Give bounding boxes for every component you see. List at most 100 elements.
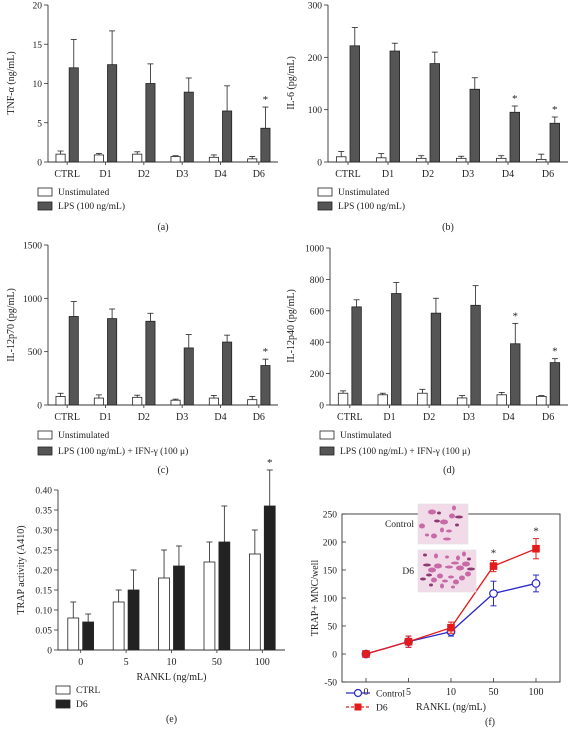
legend-swatch [37, 430, 53, 440]
y-tick-label: -50 [324, 679, 337, 689]
x-tick-label: D1 [99, 412, 111, 423]
legend-swatch [319, 446, 335, 456]
y-tick-label: 150 [323, 567, 338, 577]
legend-label: D6 [376, 704, 388, 714]
legend-marker [353, 688, 363, 698]
data-point [489, 562, 498, 570]
x-tick-label: D6 [253, 412, 265, 423]
bar [145, 83, 156, 163]
cell-blob [445, 565, 453, 569]
legend-label: LPS (100 ng/mL) + IFN-γ (100 μ) [58, 446, 188, 457]
panel-label: (e) [166, 714, 177, 725]
bar [55, 396, 66, 406]
panel-label: (f) [485, 717, 495, 728]
y-tick-label: 0.05 [35, 627, 52, 637]
bar [247, 399, 258, 406]
bar [337, 392, 349, 406]
x-tick-label: CTRL [335, 169, 361, 180]
y-axis-label: TNF-α (ng/mL) [6, 51, 17, 114]
x-tick-label: D2 [423, 412, 435, 423]
bar [469, 88, 481, 163]
cell-blob [446, 529, 452, 533]
cell-blob [453, 579, 459, 585]
x-tick-label: D1 [383, 412, 395, 423]
y-tick-label: 0.40 [35, 487, 52, 497]
cell-blob [434, 519, 440, 523]
y-tick-label: 800 [310, 276, 325, 286]
panel-label: (c) [157, 465, 168, 476]
cell-blob [429, 583, 433, 587]
bar [222, 341, 233, 406]
data-point [362, 650, 370, 658]
y-axis-label: IL-6 (pg/mL) [286, 56, 297, 110]
bar [456, 397, 468, 406]
bar [208, 397, 219, 406]
y-tick-label: 0.15 [35, 587, 52, 597]
y-tick-label: 0 [37, 159, 42, 169]
bar [145, 320, 156, 406]
data-point [531, 579, 541, 588]
x-tick-label: D4 [502, 169, 514, 180]
bar [536, 395, 547, 406]
bar [247, 158, 258, 163]
legend-swatch [317, 187, 333, 197]
bar [549, 362, 561, 406]
y-tick-label: 0.35 [35, 507, 52, 517]
cell-blob [426, 573, 432, 577]
cell-blob [465, 571, 471, 577]
y-tick-label: 0 [319, 402, 324, 412]
legend-swatch [37, 187, 53, 197]
bar [127, 589, 140, 651]
x-tick-label: 100 [529, 687, 544, 698]
bar [536, 158, 547, 163]
x-tick-label: D6 [253, 169, 265, 180]
legend-swatch [55, 699, 71, 709]
cell-blob [467, 557, 471, 561]
bar [263, 505, 276, 651]
bar [389, 50, 401, 163]
y-tick-label: 250 [323, 511, 338, 521]
bar [260, 127, 271, 163]
bar [260, 365, 271, 406]
cell-blob [440, 583, 444, 589]
cell-blob [425, 533, 429, 537]
x-tick-label: D6 [542, 169, 554, 180]
x-tick-label: CTRL [54, 412, 80, 423]
y-axis-label: IL-12p70 (pg/mL) [6, 288, 17, 362]
significance-mark: * [267, 457, 273, 469]
cell-blob [440, 527, 444, 533]
y-tick-label: 1500 [23, 242, 42, 252]
bar [170, 156, 181, 163]
bar [470, 304, 481, 406]
legend-label: Unstimulated [58, 188, 109, 198]
bar [107, 318, 118, 406]
x-tick-label: D4 [214, 412, 226, 423]
bar [391, 293, 402, 406]
y-tick-label: 200 [323, 539, 338, 549]
y-axis-label: TRAP activity (A410) [16, 525, 27, 614]
cell-blob [434, 553, 438, 559]
bar [455, 157, 467, 163]
legend-marker [354, 703, 362, 711]
bar [429, 63, 441, 163]
bar [93, 154, 104, 163]
cell-blob [462, 551, 466, 557]
cell-blob [451, 585, 455, 589]
y-tick-label: 0.10 [35, 607, 52, 617]
panel-a: 0 5 10 15 20 CTRL D1 D2 D3 D4 D6 * TNF-α (ng/mL) Unst… [6, 2, 278, 233]
bar [349, 45, 361, 163]
panel-label: (b) [442, 222, 454, 233]
y-tick-label: 0 [317, 159, 322, 169]
y-tick-label: 1000 [23, 295, 42, 305]
cell-blob [451, 561, 459, 565]
cell-blob [437, 573, 443, 579]
bar [68, 67, 79, 163]
bar [132, 153, 143, 163]
x-tick-label: D3 [463, 412, 475, 423]
y-tick-label: 5 [37, 119, 42, 129]
y-tick-label: 300 [308, 2, 323, 12]
bar [549, 122, 561, 163]
bar [430, 312, 442, 406]
y-tick-label: 0 [47, 647, 52, 657]
